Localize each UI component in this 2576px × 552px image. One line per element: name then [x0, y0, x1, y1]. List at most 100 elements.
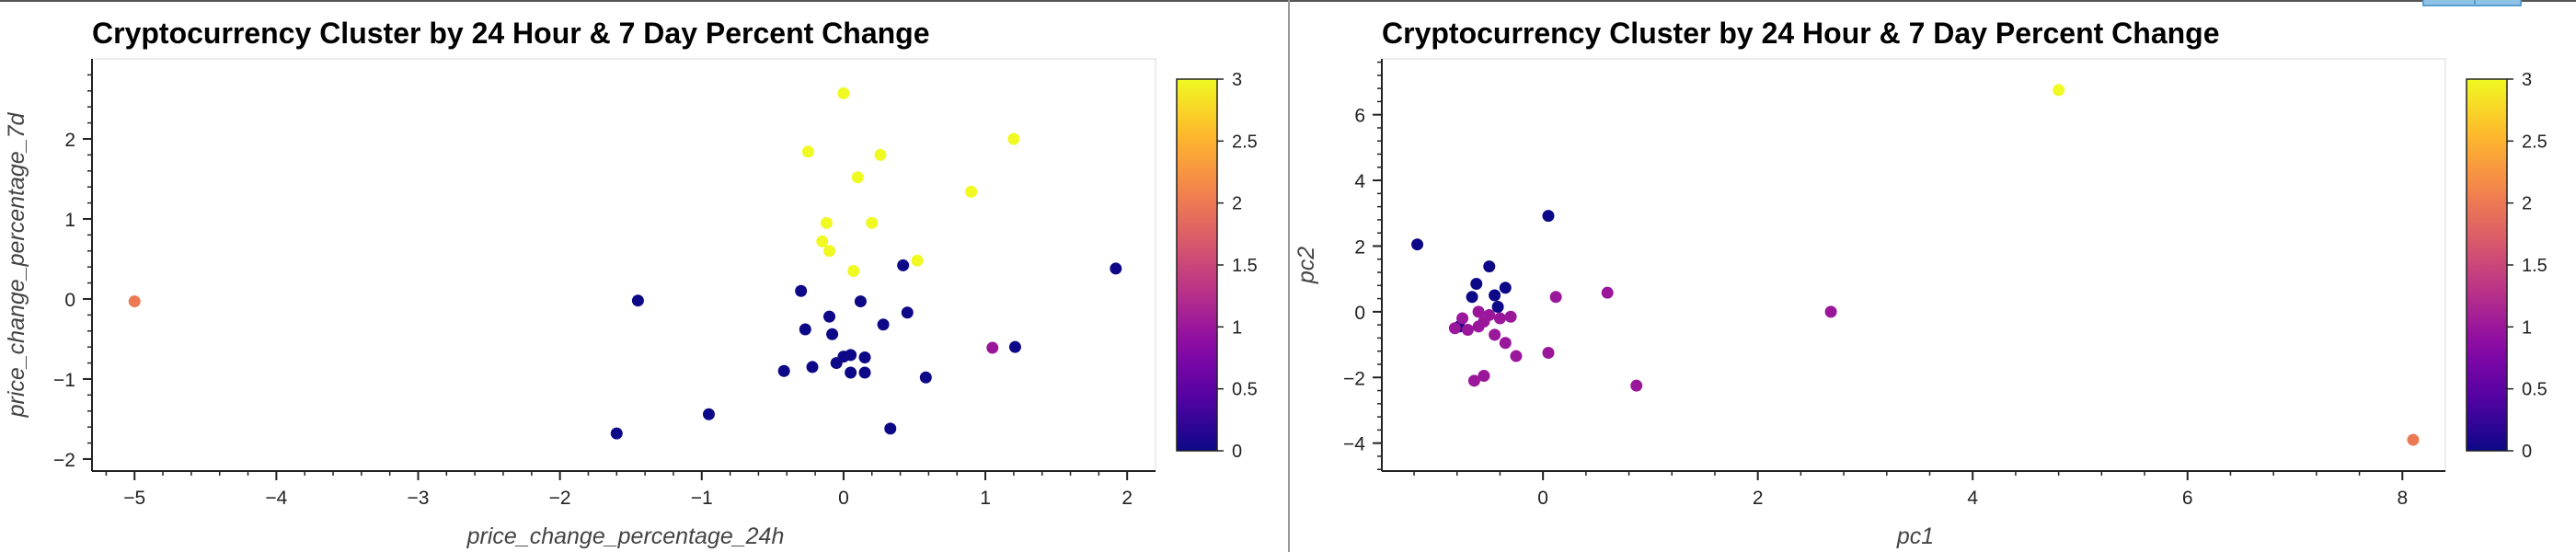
data-point[interactable]: [1472, 305, 1485, 318]
colorbar-tick-label: 1: [2522, 317, 2532, 338]
x-tick-label: −4: [265, 488, 287, 509]
data-point[interactable]: [1491, 301, 1504, 314]
data-point[interactable]: [858, 366, 871, 379]
data-point[interactable]: [1510, 350, 1523, 362]
data-point[interactable]: [845, 349, 857, 362]
colorbar-tick-label: 2: [1232, 194, 1242, 214]
data-point[interactable]: [854, 295, 867, 308]
data-point[interactable]: [1824, 305, 1837, 318]
data-point[interactable]: [1499, 337, 1512, 350]
data-point[interactable]: [1466, 291, 1478, 304]
data-point[interactable]: [1489, 328, 1501, 341]
x-tick-label: −2: [549, 488, 571, 509]
colorbar-tick-label: 3: [2522, 70, 2532, 90]
data-point[interactable]: [858, 351, 871, 363]
data-point[interactable]: [897, 259, 910, 271]
data-point[interactable]: [806, 361, 819, 374]
cluster-plot-pca: Cryptocurrency Cluster by 24 Hour & 7 Da…: [1290, 0, 2576, 552]
plot-frame: [1381, 58, 2446, 472]
y-axis-label: price_change_percentage_7d: [4, 111, 29, 418]
panel-divider: [1288, 0, 1290, 552]
data-point[interactable]: [1504, 310, 1517, 323]
colorbar-tick-label: 1.5: [2522, 256, 2547, 276]
cluster-plot-24h-7d: Cryptocurrency Cluster by 24 Hour & 7 Da…: [0, 0, 1288, 552]
colorbar-tick-label: 0.5: [1232, 380, 1258, 400]
y-tick-label: 0: [64, 290, 75, 311]
data-point[interactable]: [816, 235, 829, 247]
data-point[interactable]: [1499, 282, 1512, 294]
data-point[interactable]: [866, 216, 879, 229]
data-point[interactable]: [1493, 312, 1506, 325]
data-point[interactable]: [128, 295, 141, 308]
data-point[interactable]: [1007, 132, 1020, 145]
data-point[interactable]: [2053, 84, 2065, 97]
x-axis-label: price_change_percentage_24h: [466, 523, 785, 549]
data-point[interactable]: [1601, 286, 1614, 299]
data-point[interactable]: [777, 364, 790, 377]
data-point[interactable]: [1478, 369, 1490, 382]
x-tick-label: 2: [1121, 488, 1133, 509]
data-point[interactable]: [1467, 374, 1480, 387]
data-point[interactable]: [822, 245, 835, 258]
data-point[interactable]: [965, 185, 978, 198]
data-point[interactable]: [1542, 210, 1555, 223]
colorbar: 0 0.5 1 1.5 2 2.5 3: [2466, 70, 2547, 462]
data-point[interactable]: [884, 422, 897, 435]
data-point[interactable]: [610, 427, 623, 440]
data-point[interactable]: [799, 323, 811, 336]
data-point[interactable]: [1456, 312, 1469, 325]
data-point[interactable]: [1549, 291, 1562, 304]
data-point[interactable]: [1542, 346, 1555, 359]
y-tick-label: 4: [1354, 171, 1365, 192]
data-point[interactable]: [1461, 324, 1474, 337]
x-tick-label: 2: [1753, 488, 1764, 509]
data-point[interactable]: [1110, 262, 1122, 275]
data-point[interactable]: [1630, 379, 1643, 392]
y-tick-label: −1: [53, 370, 75, 391]
chart-title: Cryptocurrency Cluster by 24 Hour & 7 Da…: [1382, 17, 2220, 50]
data-point[interactable]: [826, 328, 839, 340]
x-tick-label: 0: [1537, 488, 1548, 509]
x-tick-label: 8: [2397, 488, 2408, 509]
toolbar-tab[interactable]: [2422, 0, 2476, 6]
scatter-chart[interactable]: −2 −1 0 1 2 −5 −4 −3 −2 −1 0 1 2 price_change_perce…: [0, 0, 1288, 552]
chart-title: Cryptocurrency Cluster by 24 Hour & 7 Da…: [92, 17, 930, 50]
data-point[interactable]: [1411, 238, 1424, 251]
data-point[interactable]: [986, 341, 999, 354]
colorbar-tick-label: 1.5: [1232, 256, 1258, 276]
data-point[interactable]: [874, 148, 887, 161]
x-tick-label: 0: [838, 488, 849, 509]
data-point[interactable]: [801, 145, 814, 158]
data-point[interactable]: [2407, 433, 2420, 446]
data-point[interactable]: [822, 310, 835, 323]
y-tick-label: 6: [1354, 106, 1365, 127]
data-point[interactable]: [795, 284, 808, 297]
y-tick-label: 1: [64, 210, 75, 231]
x-axis-label: pc1: [1896, 523, 1934, 549]
data-point[interactable]: [702, 408, 715, 420]
data-point[interactable]: [631, 294, 644, 307]
data-point[interactable]: [847, 265, 860, 278]
data-point[interactable]: [1483, 260, 1496, 273]
colorbar-tick-label: 0.5: [2522, 380, 2547, 400]
data-point[interactable]: [919, 371, 932, 384]
x-tick-label: 4: [1967, 488, 1978, 509]
x-tick-label: −3: [408, 488, 430, 509]
data-point[interactable]: [1483, 308, 1496, 321]
data-point[interactable]: [820, 216, 833, 229]
data-point[interactable]: [1489, 289, 1501, 302]
data-point[interactable]: [911, 254, 924, 267]
colorbar-tick-label: 2: [2522, 194, 2532, 214]
data-point[interactable]: [901, 306, 914, 319]
scatter-chart[interactable]: −4 −2 0 2 4 6 0 2 4 6 8 pc1 pc2 0 0.5 1 1.5 2 2.5 3: [1290, 0, 2576, 552]
data-point[interactable]: [1470, 278, 1483, 291]
data-point[interactable]: [1448, 322, 1461, 335]
data-point[interactable]: [837, 86, 850, 99]
colorbar-tick-label: 3: [1232, 70, 1242, 90]
data-point[interactable]: [851, 171, 864, 184]
data-point[interactable]: [845, 366, 857, 379]
data-point[interactable]: [1008, 340, 1021, 353]
colorbar-gradient: [1176, 78, 1218, 452]
y-tick-label: −2: [53, 450, 75, 471]
data-point[interactable]: [877, 318, 890, 331]
